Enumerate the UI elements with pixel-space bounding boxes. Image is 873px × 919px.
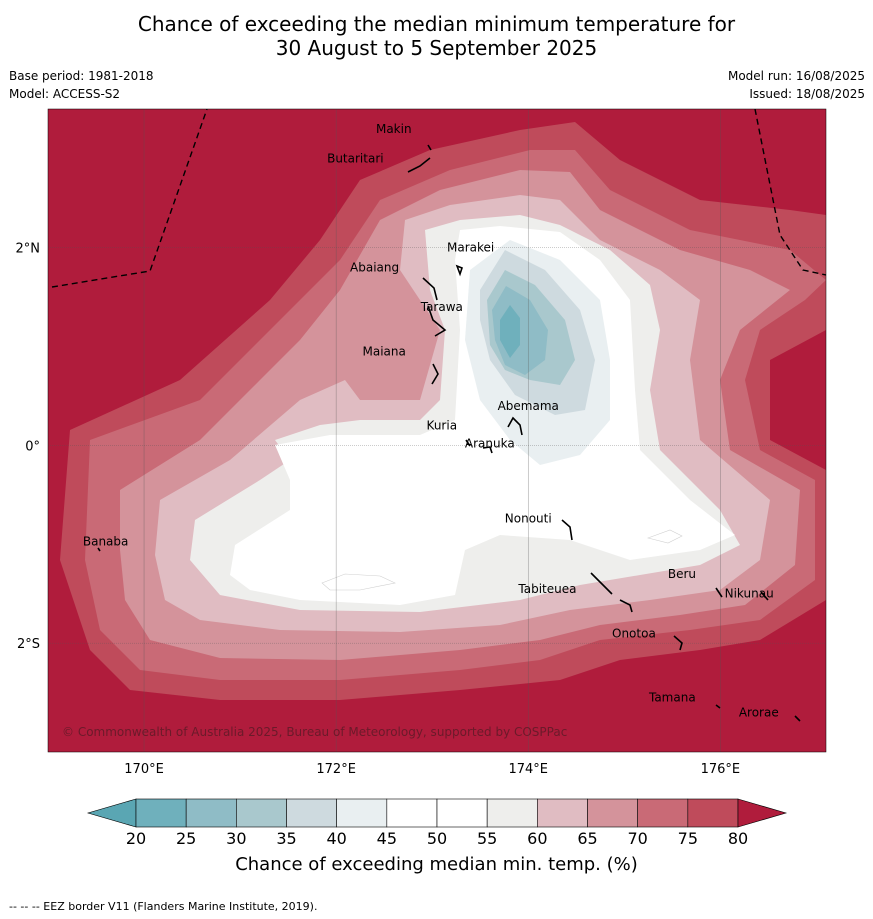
model-run: Model run: 16/08/2025 — [727, 69, 865, 83]
colorbar-tick-label: 65 — [577, 829, 597, 848]
title-line-1: Chance of exceeding the median minimum t… — [137, 12, 736, 36]
island-nonouti — [561, 519, 573, 541]
island-banaba — [97, 547, 101, 552]
island-abemama — [507, 416, 523, 436]
place-label-arorae: Arorae — [739, 705, 779, 719]
colorbar-segment — [637, 798, 689, 828]
colorbar-segment — [286, 798, 337, 828]
island-aranuka — [482, 446, 493, 454]
colorbar-tick-label: 40 — [326, 829, 346, 848]
lon-tick-label: 176°E — [701, 762, 741, 777]
island-kuria — [465, 439, 471, 447]
issued-date: Issued: 18/08/2025 — [749, 87, 865, 101]
small-pocket-southwest — [321, 573, 396, 591]
colorbar-tick-label: 50 — [427, 829, 447, 848]
longitude-tick-labels: 170°E 172°E 174°E 176°E — [124, 762, 740, 777]
place-label-makin: Makin — [376, 122, 412, 136]
colorbar-tick-label: 45 — [377, 829, 397, 848]
colorbar-segment — [336, 798, 388, 828]
colorbar-segment — [135, 798, 187, 828]
title-line-2: 30 August to 5 September 2025 — [275, 36, 598, 60]
island-maiana — [431, 363, 439, 385]
place-label-beru: Beru — [668, 567, 696, 581]
place-label-aranuka: Aranuka — [465, 436, 515, 450]
colorbar-segment — [386, 798, 438, 828]
colorbar-title: Chance of exceeding median min. temp. (%… — [235, 854, 638, 875]
lon-tick-label: 170°E — [124, 762, 164, 777]
island-beru — [715, 587, 723, 598]
place-label-nonouti: Nonouti — [505, 512, 552, 526]
place-label-maiana: Maiana — [362, 344, 405, 358]
place-label-marakei: Marakei — [447, 240, 494, 254]
island-arorae — [794, 715, 801, 722]
lon-tick-label: 174°E — [508, 762, 548, 777]
band-50-55 — [230, 226, 735, 605]
island-onotoa — [673, 635, 683, 651]
lat-tick-label: 0° — [25, 439, 40, 454]
eez-border-east — [754, 109, 826, 276]
colorbar-segment — [486, 798, 538, 828]
place-label-abemama: Abemama — [498, 399, 559, 413]
eez-border-west — [51, 109, 208, 288]
map-frame — [47, 108, 827, 753]
colorbar-tick-label: 75 — [678, 829, 698, 848]
map-title: Chance of exceeding the median minimum t… — [0, 12, 873, 60]
latitude-tick-labels: 2°N 0° 2°S — [16, 241, 41, 652]
place-label-tabiteuea: Tabiteuea — [517, 582, 576, 596]
island-nikunau — [760, 591, 769, 601]
colorbar-segment — [185, 798, 237, 828]
colorbar-tick-label: 55 — [477, 829, 497, 848]
colorbar-low-extension — [86, 798, 137, 828]
colorbar-tick-label: 60 — [527, 829, 547, 848]
island-butaritari — [407, 157, 431, 173]
colorbar: 20 25 30 35 40 45 50 55 60 65 70 75 80 — [86, 798, 788, 848]
place-labels: Makin Butaritari Marakei Abaiang Tarawa Maian… — [83, 122, 779, 720]
island-shapes — [97, 144, 801, 722]
place-label-butaritari: Butaritari — [327, 151, 384, 165]
island-marakei — [455, 264, 463, 277]
place-label-banaba: Banaba — [83, 534, 129, 548]
island-tabiteuea — [590, 572, 633, 613]
island-abaiang — [422, 277, 438, 301]
colorbar-segment — [587, 798, 638, 828]
colorbar-tick-label: 70 — [627, 829, 647, 848]
place-label-tarawa: Tarawa — [420, 300, 463, 314]
place-label-kuria: Kuria — [427, 419, 458, 433]
grid-lines — [48, 109, 826, 752]
place-label-nikunau: Nikunau — [725, 587, 774, 601]
colorbar-tick-label: 30 — [226, 829, 246, 848]
colorbar-tick-label: 25 — [176, 829, 196, 848]
colorbar-segment — [537, 798, 588, 828]
lat-tick-label: 2°S — [17, 637, 40, 652]
colorbar-tick-label: 80 — [728, 829, 748, 848]
place-label-abaiang: Abaiang — [350, 260, 399, 274]
island-tamana — [715, 704, 721, 709]
colorbar-segment — [436, 798, 488, 828]
contour-field: Makin Butaritari Marakei Abaiang Tarawa Maian… — [48, 109, 826, 752]
eez-border-lines — [51, 109, 826, 288]
model-name: Model: ACCESS-S2 — [9, 87, 121, 101]
colorbar-tick-label: 35 — [276, 829, 296, 848]
island-makin — [427, 144, 432, 151]
base-period: Base period: 1981-2018 — [9, 69, 154, 83]
lon-tick-label: 172°E — [316, 762, 356, 777]
place-label-onotoa: Onotoa — [612, 626, 656, 640]
colorbar-tick-label: 20 — [126, 829, 146, 848]
band-25-30 — [500, 305, 520, 358]
colorbar-segment — [236, 798, 287, 828]
lat-tick-label: 2°N — [16, 241, 41, 256]
colorbar-segment — [687, 798, 739, 828]
small-pocket-east — [646, 529, 683, 544]
island-tarawa — [427, 305, 447, 337]
eez-legend-note: -- -- -- EEZ border V11 (Flanders Marine… — [9, 900, 318, 913]
colorbar-high-extension — [737, 798, 788, 828]
place-label-tamana: Tamana — [648, 691, 696, 705]
copyright-notice: © Commonwealth of Australia 2025, Bureau… — [62, 725, 567, 739]
